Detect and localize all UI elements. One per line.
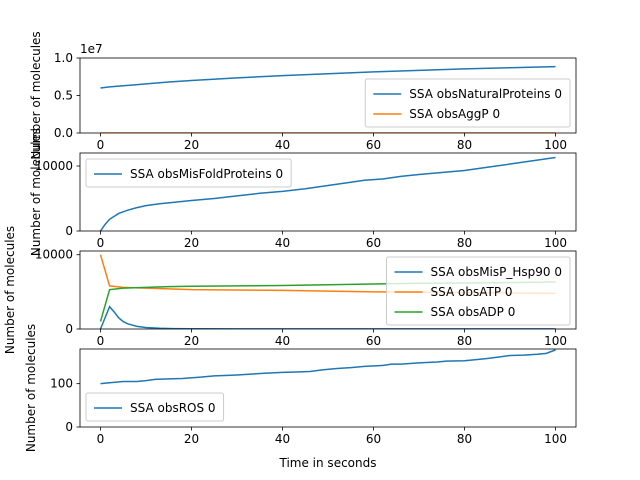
legend-label: SSA obsMisP_Hsp90 0 [431,265,562,279]
legend-label: SSA obsMisFoldProteins 0 [130,167,283,181]
series-line-4-1 [100,349,556,385]
x-tick-label: 60 [366,236,381,250]
x-tick-label: 20 [184,138,199,152]
x-tick-label: 60 [366,334,381,348]
y-tick-label: 100 [50,377,73,391]
x-tick-label: 20 [184,334,199,348]
x-tick-label: 40 [275,138,290,152]
x-tick-label: 0 [97,334,105,348]
x-tick-label: 80 [457,432,472,446]
legend-label: SSA obsROS 0 [130,401,216,415]
x-tick-label: 20 [184,432,199,446]
x-tick-label: 60 [366,432,381,446]
x-tick-label: 20 [184,236,199,250]
y-tick-label: 1.0 [54,51,73,65]
legend: SSA obsMisP_Hsp90 0 SSA obsATP 0 SSA obsAD… [386,256,571,326]
y-tick-label: 0 [65,224,73,238]
y-axis-label: Number of molecules [29,31,43,159]
x-tick-label: 40 [275,432,290,446]
legend: SSA obsMisFoldProteins 0 [85,158,292,188]
x-tick-label: 100 [544,138,567,152]
x-tick-label: 100 [544,334,567,348]
x-tick-label: 100 [544,236,567,250]
x-tick-label: 0 [97,236,105,250]
legend-box [364,78,571,128]
y-tick-label: 0.0 [54,126,73,140]
legend-box [85,158,292,188]
x-tick-label: 80 [457,138,472,152]
subplot-1: 0 20 40 60 80 100 0.0 0.5 1.0 1e7 Number of molecu… [29,31,577,160]
legend: SSA obsROS 0 [85,392,225,422]
subplot-4: 0 20 40 60 80 100 0 100 Number of molecules SSA o… [24,324,577,452]
y-tick-label: 0 [65,420,73,434]
legend-box [85,392,225,422]
x-tick-label: 0 [97,138,105,152]
legend-label: SSA obsNaturalProteins 0 [409,87,562,101]
x-axis-label: Time in seconds [279,456,377,470]
series-line-1-1 [100,65,556,89]
y-axis-label: Number of molecules [24,324,38,452]
x-tick-label: 80 [457,236,472,250]
y-tick-label: 0.5 [54,89,73,103]
x-tick-label: 0 [97,432,105,446]
legend-label: SSA obsATP 0 [431,285,513,299]
series-line-2-1 [99,156,556,231]
legend: SSA obsNaturalProteins 0 SSA obsAggP 0 [364,78,571,128]
y-axis-label: Number of molecules [29,128,43,256]
axes-frame [79,348,577,428]
y-tick-label: 10000 [35,159,73,173]
axes-frame [79,152,577,232]
x-tick-label: 100 [544,432,567,446]
y-offset-label: 1e7 [80,42,103,56]
legend-label: SSA obsAggP 0 [409,107,500,121]
legend-box [386,256,571,326]
y-axis-label: Number of molecules [3,226,17,354]
y-tick-label: 10000 [35,248,73,262]
x-tick-label: 60 [366,138,381,152]
legend-label: SSA obsADP 0 [431,305,516,319]
y-tick-label: 0 [65,322,73,336]
axes-frame [79,250,577,330]
x-tick-label: 40 [275,334,290,348]
x-tick-label: 80 [457,334,472,348]
x-tick-label: 40 [275,236,290,250]
